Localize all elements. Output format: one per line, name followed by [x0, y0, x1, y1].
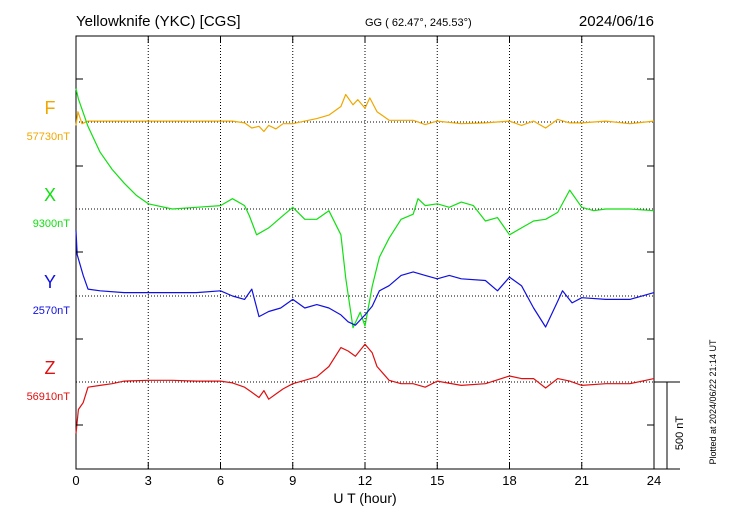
- x-tick-label-18: 18: [502, 473, 516, 488]
- series-lines: [75, 88, 655, 434]
- x-tick-label-0: 0: [72, 473, 79, 488]
- x-tick-label-15: 15: [430, 473, 444, 488]
- series-name-Y: Y: [44, 272, 56, 292]
- series-baseline-label-Z: 56910nT: [27, 391, 71, 403]
- station-title: Yellowknife (YKC) [CGS]: [76, 13, 241, 30]
- scale-bar-label: 500 nT: [674, 416, 686, 451]
- x-tick-label-21: 21: [575, 473, 589, 488]
- series-name-X: X: [44, 185, 56, 205]
- plotted-timestamp: Plotted at 2024/06/22 21:14 UT: [708, 339, 718, 465]
- series-line-F: [75, 93, 655, 133]
- series-name-Z: Z: [45, 358, 56, 378]
- x-tick-label-6: 6: [217, 473, 224, 488]
- scale-bar: 500 nT: [654, 381, 686, 470]
- series-name-F: F: [45, 98, 56, 118]
- x-tick-label-3: 3: [145, 473, 152, 488]
- series-line-Y: [75, 230, 655, 328]
- series-baseline-label-Y: 2570nT: [33, 305, 71, 317]
- series-labels: F 57730nT X 9300nT Y 2570nT Z 56910nT: [27, 98, 71, 403]
- x-tick-label-24: 24: [647, 473, 661, 488]
- coordinates-label: GG ( 62.47°, 245.53°): [365, 17, 472, 29]
- series-line-Z: [75, 343, 655, 434]
- x-axis-title: U T (hour): [333, 490, 396, 506]
- x-tick-label-12: 12: [358, 473, 372, 488]
- series-baseline-label-F: 57730nT: [27, 131, 71, 143]
- series-baseline-label-X: 9300nT: [33, 218, 71, 230]
- grid: [75, 35, 655, 470]
- series-line-X: [75, 88, 655, 329]
- date-label: 2024/06/16: [579, 13, 654, 30]
- x-tick-label-9: 9: [289, 473, 296, 488]
- x-axis-ticks: 0 3 6 9 12 15 18 21 24: [72, 36, 661, 488]
